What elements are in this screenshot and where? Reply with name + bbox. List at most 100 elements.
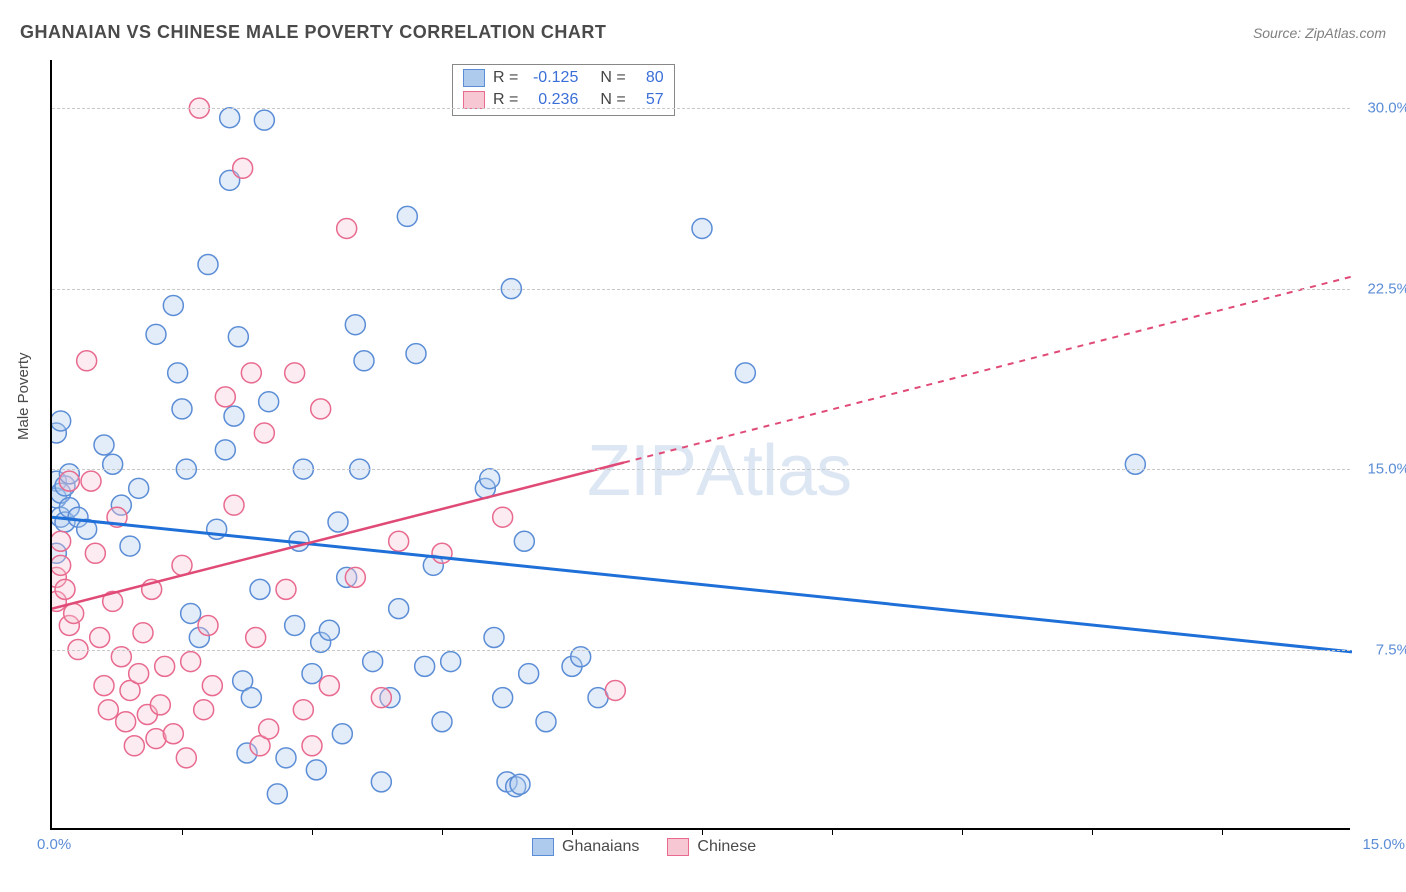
trend-line-dashed	[624, 277, 1352, 463]
data-point	[254, 110, 274, 130]
x-tick-max: 15.0%	[1362, 836, 1405, 853]
data-point	[146, 324, 166, 344]
plot-area: ZIPAtlas R = -0.125N = 80R = 0.236N = 57…	[50, 60, 1350, 830]
x-tick-mark	[702, 828, 703, 835]
data-point	[480, 469, 500, 489]
x-tick-mark	[182, 828, 183, 835]
data-point	[246, 628, 266, 648]
legend-stats-row: R = -0.125 N = 80	[463, 67, 664, 89]
data-point	[415, 656, 435, 676]
data-point	[194, 700, 214, 720]
legend-r-label: R =	[493, 69, 518, 87]
data-point	[276, 579, 296, 599]
data-point	[215, 387, 235, 407]
chart-title: GHANAIAN VS CHINESE MALE POVERTY CORRELA…	[20, 22, 606, 43]
y-axis-label: Male Poverty	[15, 352, 32, 440]
x-tick-mark	[572, 828, 573, 835]
data-point	[536, 712, 556, 732]
data-point	[129, 478, 149, 498]
data-point	[64, 603, 84, 623]
data-point	[285, 363, 305, 383]
data-point	[181, 652, 201, 672]
legend-series-label: Ghanaians	[562, 838, 639, 856]
data-point	[267, 784, 287, 804]
data-point	[406, 344, 426, 364]
data-point	[285, 615, 305, 635]
data-point	[129, 664, 149, 684]
x-tick-mark	[1222, 828, 1223, 835]
x-tick-mark	[962, 828, 963, 835]
x-tick-min: 0.0%	[37, 836, 71, 853]
data-point	[124, 736, 144, 756]
data-point	[181, 603, 201, 623]
data-point	[90, 628, 110, 648]
data-point	[215, 440, 235, 460]
legend-n-label: N =	[600, 69, 625, 87]
data-point	[172, 399, 192, 419]
data-point	[293, 700, 313, 720]
data-point	[168, 363, 188, 383]
y-tick-label: 7.5%	[1376, 641, 1406, 658]
data-point	[220, 108, 240, 128]
data-point	[224, 406, 244, 426]
data-point	[302, 736, 322, 756]
chart-source: Source: ZipAtlas.com	[1253, 25, 1386, 41]
data-point	[55, 579, 75, 599]
data-point	[133, 623, 153, 643]
data-point	[345, 315, 365, 335]
data-point	[163, 295, 183, 315]
data-point	[332, 724, 352, 744]
data-point	[692, 218, 712, 238]
data-point	[354, 351, 374, 371]
x-tick-mark	[442, 828, 443, 835]
data-point	[371, 772, 391, 792]
data-point	[311, 399, 331, 419]
data-point	[337, 218, 357, 238]
data-point	[345, 567, 365, 587]
x-tick-mark	[1092, 828, 1093, 835]
data-point	[198, 615, 218, 635]
data-point	[59, 471, 79, 491]
data-point	[94, 676, 114, 696]
data-point	[228, 327, 248, 347]
data-point	[254, 423, 274, 443]
legend-swatch	[667, 838, 689, 856]
legend-n-value: 80	[634, 69, 664, 87]
data-point	[150, 695, 170, 715]
data-point	[493, 688, 513, 708]
data-point	[493, 507, 513, 527]
gridline	[52, 289, 1350, 290]
data-point	[276, 748, 296, 768]
data-point	[77, 351, 97, 371]
data-point	[163, 724, 183, 744]
data-point	[233, 158, 253, 178]
legend-r-value: -0.125	[526, 69, 578, 87]
legend-n-label: N =	[600, 91, 625, 109]
chart-svg	[52, 60, 1352, 830]
data-point	[510, 774, 530, 794]
data-point	[389, 599, 409, 619]
data-point	[52, 531, 71, 551]
y-tick-label: 15.0%	[1367, 461, 1406, 478]
data-point	[371, 688, 391, 708]
legend-series: Ghanaians Chinese	[532, 838, 756, 856]
data-point	[103, 454, 123, 474]
data-point	[94, 435, 114, 455]
gridline	[52, 650, 1350, 651]
legend-series-item: Ghanaians	[532, 838, 639, 856]
data-point	[172, 555, 192, 575]
legend-swatch	[532, 838, 554, 856]
data-point	[735, 363, 755, 383]
data-point	[116, 712, 136, 732]
data-point	[98, 700, 118, 720]
y-tick-label: 22.5%	[1367, 280, 1406, 297]
legend-swatch	[463, 91, 485, 109]
legend-series-item: Chinese	[667, 838, 756, 856]
x-tick-mark	[832, 828, 833, 835]
data-point	[306, 760, 326, 780]
data-point	[432, 712, 452, 732]
data-point	[484, 628, 504, 648]
data-point	[52, 411, 71, 431]
legend-r-value: 0.236	[526, 91, 578, 109]
data-point	[319, 620, 339, 640]
